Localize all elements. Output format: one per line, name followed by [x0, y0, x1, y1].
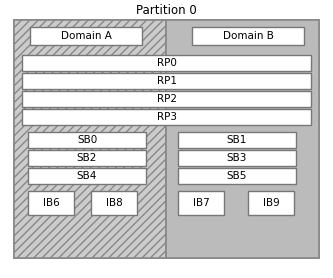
Text: IB9: IB9 — [263, 198, 279, 208]
Bar — [178, 168, 296, 184]
Bar — [22, 109, 311, 125]
Text: SB3: SB3 — [227, 153, 247, 163]
Text: Partition 0: Partition 0 — [136, 4, 196, 16]
Text: Domain A: Domain A — [61, 31, 112, 41]
Text: SB1: SB1 — [227, 135, 247, 145]
Bar — [22, 91, 311, 107]
Text: SB5: SB5 — [227, 171, 247, 181]
Bar — [28, 150, 146, 166]
Bar — [178, 191, 224, 215]
Bar — [178, 150, 296, 166]
Bar — [22, 55, 311, 71]
Bar — [28, 132, 146, 148]
Text: SB4: SB4 — [77, 171, 97, 181]
Text: SB0: SB0 — [77, 135, 97, 145]
Bar — [166, 20, 319, 258]
Bar — [28, 191, 74, 215]
Bar — [14, 20, 319, 258]
Bar — [178, 132, 296, 148]
Bar — [248, 191, 294, 215]
Text: IB6: IB6 — [43, 198, 59, 208]
Bar — [192, 27, 304, 45]
Bar — [30, 27, 142, 45]
Text: Domain B: Domain B — [222, 31, 273, 41]
Bar — [28, 168, 146, 184]
Text: RP3: RP3 — [157, 112, 176, 122]
Bar — [91, 191, 137, 215]
Text: RP0: RP0 — [157, 58, 176, 68]
Text: RP1: RP1 — [157, 76, 176, 86]
Text: SB2: SB2 — [77, 153, 97, 163]
Text: RP2: RP2 — [157, 94, 176, 104]
Bar — [22, 73, 311, 89]
Bar — [14, 20, 166, 258]
Text: IB7: IB7 — [192, 198, 209, 208]
Text: IB8: IB8 — [106, 198, 122, 208]
